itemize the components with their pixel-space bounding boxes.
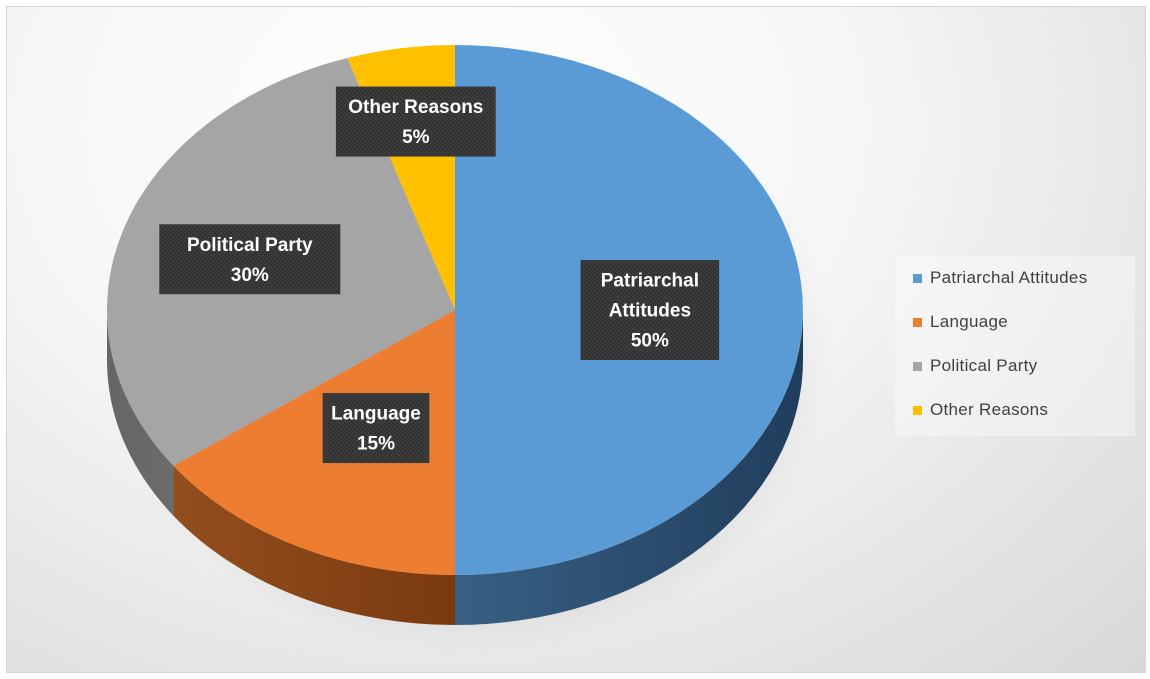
legend-swatch (913, 317, 922, 327)
legend-swatch (913, 273, 922, 283)
data-label-political-party: Political Party 30% (159, 224, 341, 295)
legend-label: Patriarchal Attitudes (930, 268, 1088, 287)
legend-swatch (913, 405, 922, 415)
data-label-box (580, 260, 720, 360)
pie-side-political-party (107, 310, 174, 516)
data-label-text: 15% (357, 434, 395, 455)
pie-side-language (173, 465, 455, 625)
data-label-language: Language 15% (322, 393, 430, 464)
legend-label: Language (930, 312, 1009, 331)
data-label-text: 5% (402, 127, 430, 148)
data-label-text: Patriarchal (601, 271, 699, 292)
data-label-text: Other Reasons (348, 97, 483, 118)
data-label-text: Attitudes (609, 301, 691, 322)
data-label-box (322, 393, 430, 464)
legend-label: Political Party (930, 356, 1038, 375)
data-label-text: Language (331, 404, 421, 425)
data-label-text: Political Party (187, 235, 313, 256)
data-label-box (335, 86, 496, 157)
pie-slice-language (173, 310, 455, 575)
legend-item-language: Language (913, 312, 1008, 332)
legend-item-political-party: Political Party (913, 356, 1037, 376)
pie-side-patriarchal-attitudes (455, 310, 803, 625)
legend-item-patriarchal-attitudes: Patriarchal Attitudes (913, 268, 1088, 288)
data-label-text: 30% (231, 265, 269, 286)
data-label-box (159, 224, 341, 295)
legend-item-other-reasons: Other Reasons (913, 400, 1048, 420)
legend-label: Other Reasons (930, 400, 1049, 419)
legend-swatch (913, 361, 922, 371)
data-label-other-reasons: Other Reasons 5% (335, 86, 496, 157)
data-label-patriarchal-attitudes: Patriarchal Attitudes 50% (580, 260, 720, 360)
legend: Patriarchal Attitudes Language Political P… (895, 256, 1135, 436)
data-label-text: 50% (631, 331, 669, 352)
